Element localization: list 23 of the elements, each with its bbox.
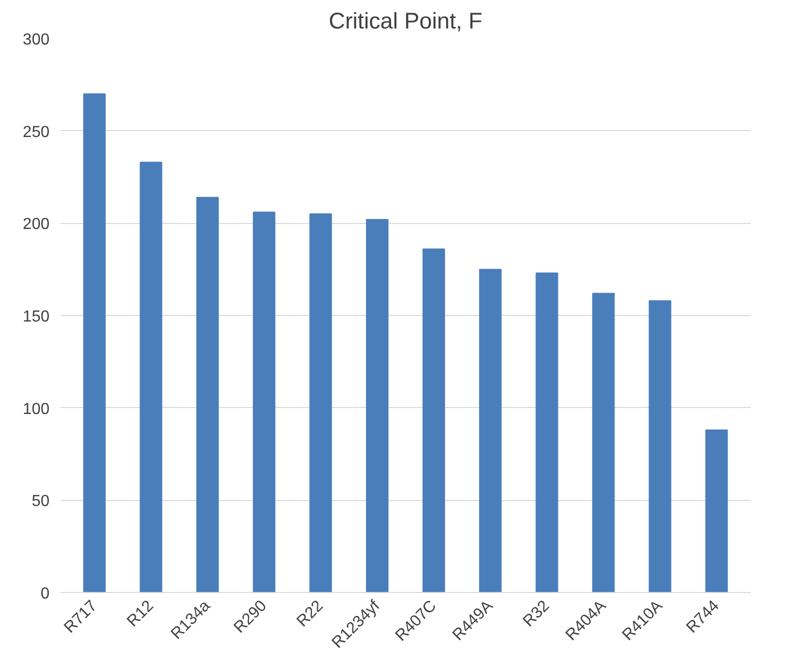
bar bbox=[479, 268, 502, 592]
x-tick-label: R12 bbox=[124, 597, 158, 630]
y-tick-label: 200 bbox=[22, 216, 50, 234]
y-tick-label: 100 bbox=[22, 400, 50, 418]
bar bbox=[536, 272, 558, 592]
bar bbox=[366, 218, 388, 592]
x-tick-label: R22 bbox=[294, 597, 327, 630]
y-tick-label: 50 bbox=[32, 493, 50, 510]
y-tick-label: 150 bbox=[22, 308, 50, 326]
bar bbox=[648, 300, 672, 592]
y-tick-label: 0 bbox=[40, 586, 50, 602]
bar bbox=[196, 196, 219, 592]
x-tick-label: R32 bbox=[520, 597, 553, 630]
bar bbox=[83, 93, 106, 592]
bar bbox=[592, 292, 615, 592]
bar bbox=[252, 212, 276, 592]
bar bbox=[140, 162, 162, 592]
chart-title: Critical Point, F bbox=[328, 8, 482, 34]
bar bbox=[705, 429, 728, 592]
y-tick-label: 250 bbox=[22, 124, 50, 141]
bar bbox=[422, 248, 446, 592]
y-tick-label: 300 bbox=[22, 32, 50, 48]
bar bbox=[309, 213, 332, 592]
